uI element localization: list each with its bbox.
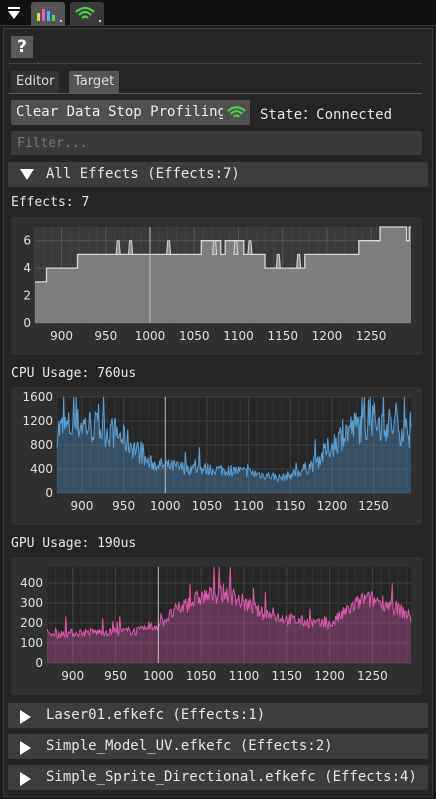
y-tick-label: 0 <box>45 486 53 500</box>
tab-dot <box>60 20 62 22</box>
effects-spike <box>275 253 281 269</box>
x-tick-label: 1250 <box>356 329 387 343</box>
tab-editor[interactable]: Editor <box>11 71 60 93</box>
y-tick-label: 6 <box>23 234 31 248</box>
wifi-icon <box>75 6 95 19</box>
effect-file-row[interactable]: Simple_Sprite_Directional.efkefc (Effect… <box>8 765 428 790</box>
x-tick-label: 1200 <box>317 499 348 513</box>
x-tick-label: 1100 <box>223 329 254 343</box>
x-tick-label: 1000 <box>150 499 181 513</box>
y-tick-label: 1600 <box>22 390 53 404</box>
tab-underline <box>8 93 422 94</box>
y-tick-label: 400 <box>30 462 53 476</box>
network-tab[interactable] <box>70 2 104 26</box>
y-tick-label: 300 <box>20 596 43 610</box>
divider <box>8 63 422 64</box>
wifi-icon <box>227 106 246 118</box>
x-tick-label: 1150 <box>272 669 303 683</box>
gpu-chart-svg: 0 100 200 300 400 900 950 1000 1050 1100 1150 1200 1… <box>20 566 412 683</box>
effects-line <box>35 226 411 283</box>
x-tick-label: 950 <box>94 329 117 343</box>
usage-line <box>56 396 412 483</box>
y-tick-label: 800 <box>30 438 53 452</box>
bar-chart-icon <box>37 9 55 21</box>
effects-spike <box>296 253 302 269</box>
x-tick-label: 1050 <box>192 499 223 513</box>
top-bar <box>0 0 436 26</box>
x-tick-label: 900 <box>50 329 73 343</box>
x-tick-label: 1150 <box>275 499 306 513</box>
y-tick-label: 100 <box>20 636 43 650</box>
y-tick-label: 200 <box>20 616 43 630</box>
x-tick-label: 900 <box>61 669 84 683</box>
gpu-chart[interactable]: 0 100 200 300 400 900 950 1000 1050 1100 1150 1200 1… <box>11 557 422 695</box>
x-tick-label: 1100 <box>229 669 260 683</box>
expanded-arrow-icon <box>20 169 34 180</box>
x-tick-label: 1150 <box>267 329 298 343</box>
tab-target[interactable]: Target <box>69 71 120 93</box>
menu-triangle-icon[interactable] <box>6 5 22 21</box>
collapsed-arrow-icon <box>20 741 31 755</box>
x-tick-label: 1250 <box>357 669 388 683</box>
connection-button[interactable] <box>223 100 250 125</box>
collapsed-arrow-icon <box>20 710 31 724</box>
connection-state: State：Connected <box>260 107 393 123</box>
usage-area <box>47 567 411 663</box>
x-tick-label: 900 <box>71 499 94 513</box>
effects-spike <box>233 240 239 255</box>
effects-chart-svg: 0 2 4 6 900 950 1000 1050 1100 1150 1200 1250 <box>23 226 411 343</box>
effects-spike <box>166 240 172 255</box>
y-tick-label: 4 <box>23 261 31 275</box>
profiler-tab[interactable] <box>31 2 65 26</box>
y-tick-label: 1200 <box>22 414 53 428</box>
effect-file-label: Simple_Sprite_Directional.efkefc (Effect… <box>46 769 417 785</box>
all-effects-header[interactable]: All Effects (Effects:7) <box>8 162 428 187</box>
effects-spike <box>128 240 134 255</box>
y-tick-label: 2 <box>23 289 31 303</box>
x-tick-label: 1050 <box>186 669 217 683</box>
effects-label: Effects: 7 <box>11 195 90 210</box>
y-tick-label: 0 <box>23 316 31 330</box>
all-effects-label: All Effects (Effects:7) <box>46 166 240 182</box>
filter-input[interactable] <box>11 131 422 155</box>
cpu-usage-label: CPU Usage: 760us <box>11 366 137 381</box>
tab-dot <box>99 20 101 22</box>
effect-file-label: Laser01.efkefc (Effects:1) <box>46 707 266 723</box>
y-tick-label: 0 <box>35 656 43 670</box>
clear-data-button[interactable]: Clear Data <box>11 100 106 125</box>
x-tick-label: 1200 <box>314 669 345 683</box>
x-tick-label: 1200 <box>312 329 343 343</box>
effects-chart[interactable]: 0 2 4 6 900 950 1000 1050 1100 1150 1200 1250 <box>11 217 422 355</box>
effect-file-row[interactable]: Simple_Model_UV.efkefc (Effects:2) <box>8 734 428 759</box>
cpu-chart-svg: 0 400 800 1200 1600 900 950 1000 1050 1100 1150 120… <box>22 390 412 513</box>
x-tick-label: 1250 <box>358 499 389 513</box>
x-tick-label: 1100 <box>233 499 264 513</box>
gpu-usage-label: GPU Usage: 190us <box>11 536 137 551</box>
x-tick-label: 950 <box>112 499 135 513</box>
cpu-chart[interactable]: 0 400 800 1200 1600 900 950 1000 1050 1100 1150 120… <box>11 387 422 525</box>
y-tick-label: 400 <box>20 576 43 590</box>
effects-area <box>35 227 411 323</box>
effects-spike <box>115 240 121 255</box>
usage-area <box>57 397 411 493</box>
x-tick-label: 950 <box>104 669 127 683</box>
x-tick-label: 1000 <box>143 669 174 683</box>
help-button[interactable]: ? <box>11 36 33 58</box>
effect-file-row[interactable]: Laser01.efkefc (Effects:1) <box>8 703 428 728</box>
collapsed-arrow-icon <box>20 772 31 786</box>
usage-line <box>46 566 412 639</box>
stop-profiling-button[interactable]: Stop Profiling <box>103 100 232 125</box>
effect-file-label: Simple_Model_UV.efkefc (Effects:2) <box>46 738 333 754</box>
effects-spike <box>212 240 218 255</box>
x-tick-label: 1000 <box>135 329 166 343</box>
x-tick-label: 1050 <box>179 329 210 343</box>
effects-spike <box>247 240 253 255</box>
